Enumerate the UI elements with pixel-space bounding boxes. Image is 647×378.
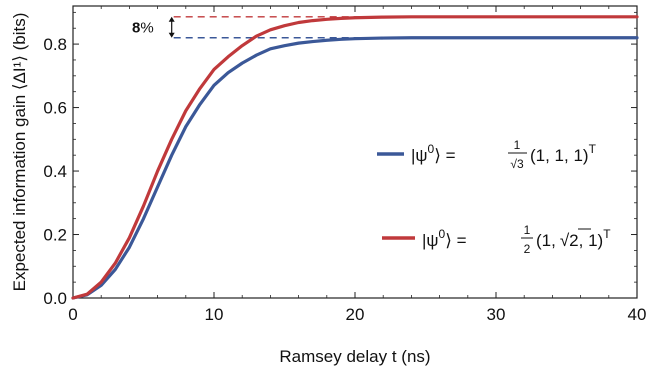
legend-vector-blue: (1, 1, 1)T <box>530 142 597 165</box>
x-axis-label: Ramsey delay t (ns) <box>279 347 430 366</box>
x-tick-label: 0 <box>68 305 77 324</box>
x-tick-label: 30 <box>487 305 506 324</box>
y-axis-label-group: Expected information gain ⟨ΔI¹⟩ (bits) <box>10 13 29 292</box>
legend-frac-num-red: 1 <box>524 223 531 237</box>
legend: |ψ0⟩ = 1 √3 (1, 1, 1)T |ψ0⟩ = 1 2 (1, √2,… <box>377 138 611 256</box>
legend-vector-red: (1, √2, 1)T <box>536 227 611 250</box>
annotation-guides <box>173 16 637 39</box>
annotation-number: 8 <box>132 19 140 36</box>
legend-item-blue: |ψ0⟩ = 1 √3 (1, 1, 1)T <box>377 138 597 171</box>
x-tick-label: 40 <box>628 305 647 324</box>
y-tick-label: 0.4 <box>43 162 67 181</box>
tick-group <box>72 6 638 299</box>
y-tick-label: 0.2 <box>43 226 67 245</box>
x-tick-labels: 0 10 20 30 40 <box>68 305 646 324</box>
percent-annotation: 8% <box>132 16 175 38</box>
y-tick-label: 0.0 <box>43 289 67 308</box>
legend-frac-num-blue: 1 <box>514 138 521 152</box>
series-line-red <box>71 15 639 300</box>
legend-item-red: |ψ0⟩ = 1 2 (1, √2, 1)T <box>382 223 611 256</box>
legend-frac-den-blue: √3 <box>510 157 524 171</box>
legend-label-blue: |ψ0⟩ = <box>411 142 456 165</box>
y-axis-label: Expected information gain ⟨ΔI¹⟩ (bits) <box>10 13 29 292</box>
legend-frac-den-red: 2 <box>524 242 531 256</box>
annotation-label: 8% <box>132 19 154 36</box>
legend-label-red: |ψ0⟩ = <box>422 227 467 250</box>
y-tick-labels: 0.0 0.2 0.4 0.6 0.8 <box>43 35 67 308</box>
y-tick-label: 0.8 <box>43 35 67 54</box>
arrowhead-bottom <box>168 32 175 38</box>
x-tick-label: 20 <box>346 305 365 324</box>
series-line-blue <box>71 36 639 300</box>
series-group <box>71 15 639 300</box>
arrowhead-top <box>168 16 175 22</box>
annotation-percent: % <box>140 19 153 36</box>
y-tick-label: 0.6 <box>43 99 67 118</box>
x-tick-label: 10 <box>205 305 224 324</box>
